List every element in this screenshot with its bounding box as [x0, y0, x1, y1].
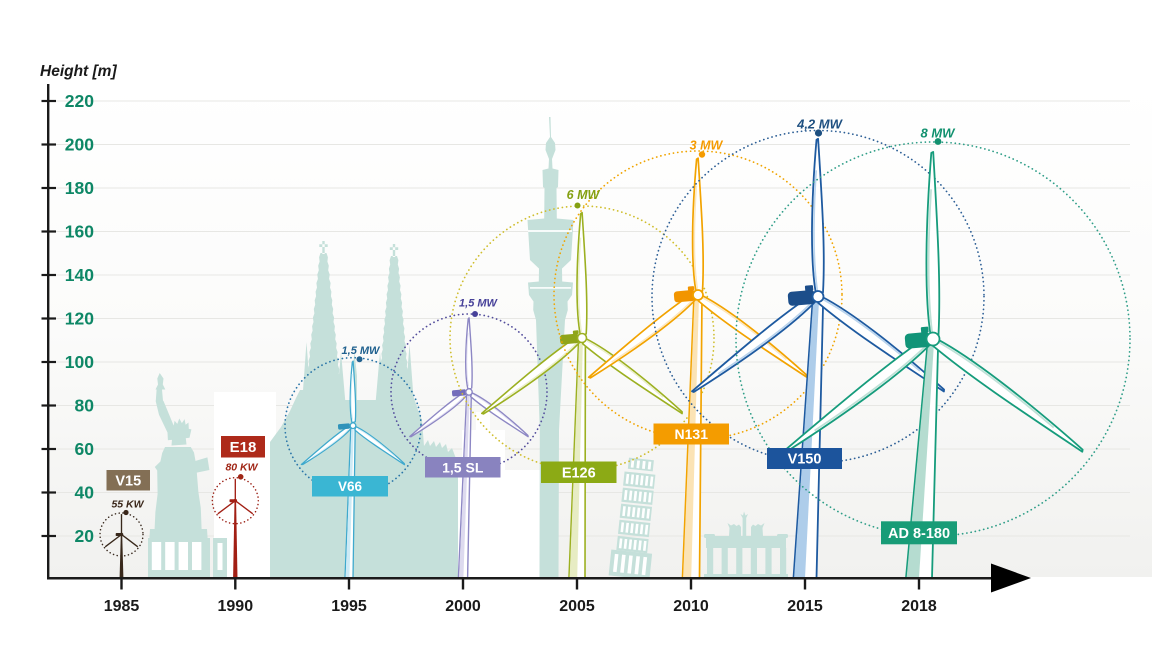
- svg-text:120: 120: [65, 309, 94, 329]
- svg-text:1,5 SL: 1,5 SL: [442, 459, 484, 475]
- svg-text:1995: 1995: [331, 598, 367, 615]
- svg-text:E126: E126: [562, 465, 596, 481]
- svg-text:55 KW: 55 KW: [111, 499, 144, 511]
- svg-text:140: 140: [65, 265, 94, 285]
- svg-text:2000: 2000: [445, 598, 481, 615]
- svg-text:V150: V150: [788, 452, 822, 468]
- svg-text:8 MW: 8 MW: [921, 126, 957, 141]
- svg-text:N131: N131: [675, 426, 709, 442]
- svg-text:4,2 MW: 4,2 MW: [796, 117, 844, 132]
- svg-text:2018: 2018: [901, 598, 937, 615]
- svg-text:220: 220: [65, 91, 94, 111]
- svg-text:100: 100: [65, 352, 94, 372]
- svg-text:2015: 2015: [787, 598, 823, 615]
- svg-text:6 MW: 6 MW: [567, 188, 601, 202]
- svg-text:1,5 MW: 1,5 MW: [459, 298, 499, 310]
- svg-text:80 KW: 80 KW: [225, 462, 258, 474]
- svg-text:1985: 1985: [104, 598, 140, 615]
- svg-text:160: 160: [65, 222, 94, 242]
- svg-text:180: 180: [65, 178, 94, 198]
- svg-text:AD 8-180: AD 8-180: [888, 526, 950, 542]
- svg-text:20: 20: [75, 526, 95, 546]
- svg-text:1990: 1990: [218, 598, 254, 615]
- svg-text:1,5 MW: 1,5 MW: [342, 345, 382, 357]
- svg-text:3 MW: 3 MW: [690, 139, 724, 153]
- svg-text:V15: V15: [115, 473, 141, 489]
- svg-text:40: 40: [75, 483, 95, 503]
- svg-text:200: 200: [65, 135, 94, 155]
- svg-text:2010: 2010: [673, 598, 709, 615]
- svg-text:2005: 2005: [559, 598, 595, 615]
- svg-text:80: 80: [75, 396, 95, 416]
- svg-text:E18: E18: [230, 439, 257, 456]
- svg-text:Height [m]: Height [m]: [40, 63, 117, 80]
- svg-text:V66: V66: [338, 479, 363, 494]
- svg-text:60: 60: [75, 439, 95, 459]
